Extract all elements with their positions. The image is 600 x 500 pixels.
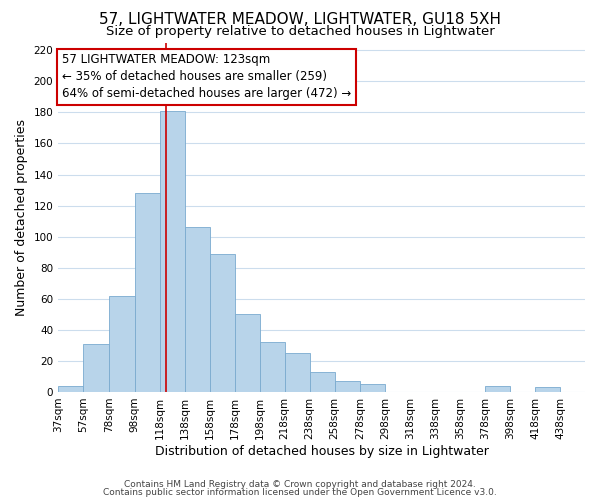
Bar bbox=[485, 386, 510, 392]
Y-axis label: Number of detached properties: Number of detached properties bbox=[15, 118, 28, 316]
Bar bbox=[109, 296, 134, 392]
Bar bbox=[185, 228, 209, 392]
Bar bbox=[209, 254, 235, 392]
Bar bbox=[83, 344, 109, 392]
Text: Contains public sector information licensed under the Open Government Licence v3: Contains public sector information licen… bbox=[103, 488, 497, 497]
Bar bbox=[535, 388, 560, 392]
Bar bbox=[58, 386, 83, 392]
Bar bbox=[284, 353, 310, 392]
Bar bbox=[260, 342, 284, 392]
Bar bbox=[310, 372, 335, 392]
Text: 57, LIGHTWATER MEADOW, LIGHTWATER, GU18 5XH: 57, LIGHTWATER MEADOW, LIGHTWATER, GU18 … bbox=[99, 12, 501, 28]
X-axis label: Distribution of detached houses by size in Lightwater: Distribution of detached houses by size … bbox=[155, 444, 488, 458]
Bar bbox=[134, 193, 160, 392]
Bar bbox=[335, 381, 360, 392]
Bar bbox=[360, 384, 385, 392]
Bar bbox=[160, 111, 185, 392]
Bar bbox=[235, 314, 260, 392]
Text: Contains HM Land Registry data © Crown copyright and database right 2024.: Contains HM Land Registry data © Crown c… bbox=[124, 480, 476, 489]
Text: 57 LIGHTWATER MEADOW: 123sqm
← 35% of detached houses are smaller (259)
64% of s: 57 LIGHTWATER MEADOW: 123sqm ← 35% of de… bbox=[62, 54, 351, 100]
Text: Size of property relative to detached houses in Lightwater: Size of property relative to detached ho… bbox=[106, 25, 494, 38]
